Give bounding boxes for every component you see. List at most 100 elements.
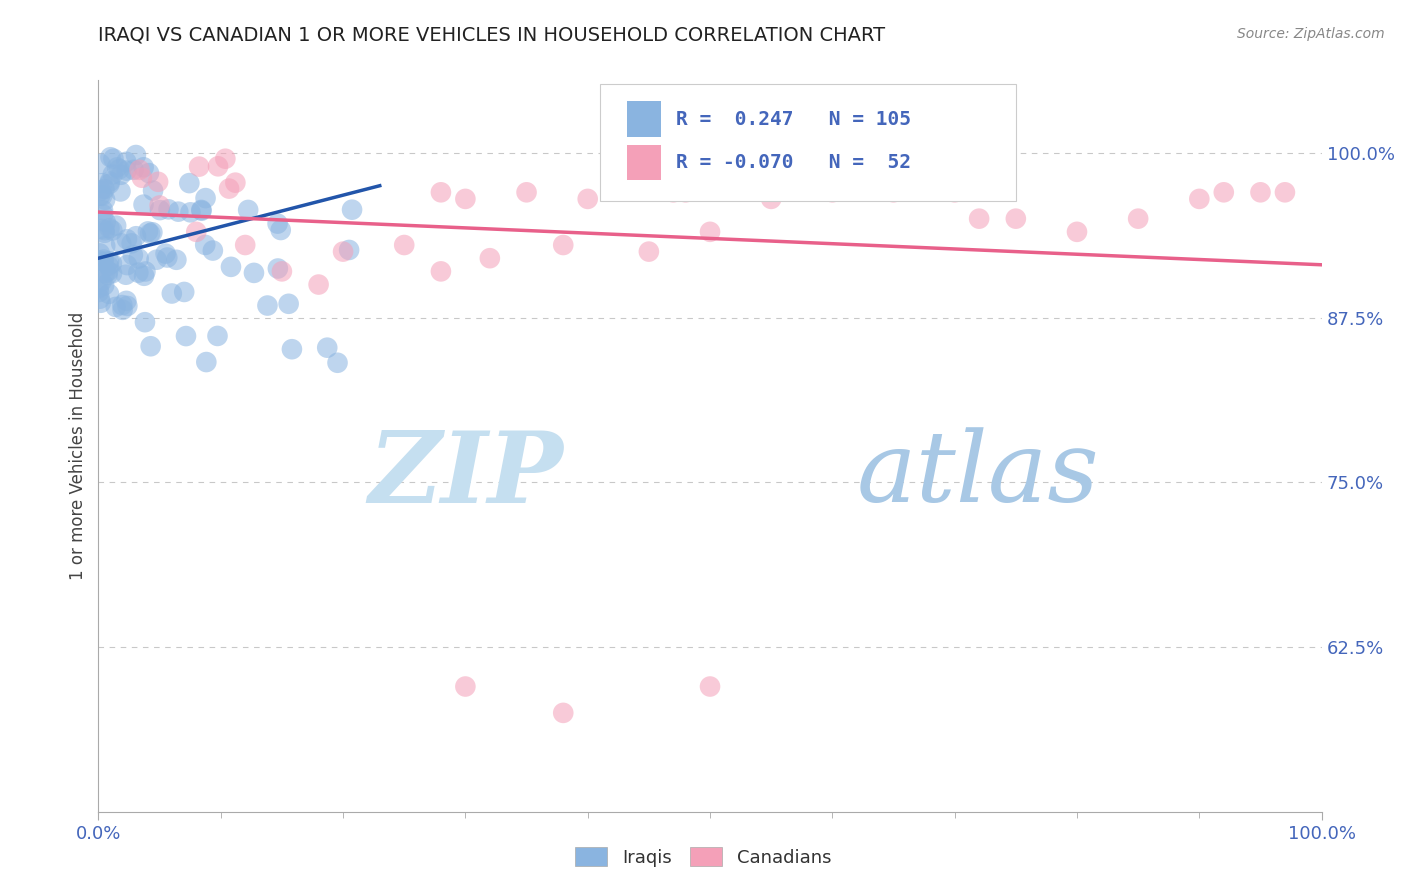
Point: [1274, 186, 1296, 200]
Point: [111, 302, 134, 317]
Point: [761, 192, 783, 206]
Point: [179, 176, 201, 190]
Point: [337, 243, 360, 257]
Point: [110, 236, 132, 251]
Point: [101, 266, 124, 280]
Point: [131, 170, 153, 185]
Point: [101, 168, 124, 182]
Point: [156, 251, 179, 265]
Point: [186, 225, 208, 239]
Point: [142, 184, 165, 198]
Text: ZIP: ZIP: [368, 427, 564, 524]
Point: [97, 259, 120, 273]
Point: [97, 268, 120, 282]
Point: [115, 258, 138, 272]
Point: [94, 239, 117, 253]
Point: [174, 329, 197, 343]
Point: [89, 157, 111, 171]
Point: [121, 248, 143, 262]
Point: [167, 204, 190, 219]
Point: [454, 680, 477, 694]
Point: [121, 236, 143, 251]
Point: [115, 268, 138, 282]
Point: [392, 238, 416, 252]
Point: [195, 355, 218, 369]
Bar: [627, 145, 661, 180]
Point: [277, 297, 299, 311]
Point: [115, 154, 138, 169]
Point: [430, 186, 453, 200]
Point: [87, 281, 110, 295]
Point: [93, 252, 115, 267]
Point: [101, 223, 124, 237]
Point: [224, 176, 246, 190]
Point: [136, 224, 159, 238]
Point: [93, 254, 115, 268]
Point: [117, 299, 139, 313]
Point: [821, 186, 844, 200]
Point: [97, 264, 120, 278]
Point: [108, 162, 131, 177]
Point: [132, 161, 155, 175]
Point: [1212, 186, 1234, 200]
Point: [139, 339, 162, 353]
Point: [179, 205, 201, 219]
Point: [883, 186, 905, 200]
Point: [326, 356, 349, 370]
Point: [515, 186, 537, 200]
Point: [97, 286, 120, 301]
Point: [214, 152, 236, 166]
Point: [233, 238, 256, 252]
Point: [1188, 192, 1211, 206]
Point: [340, 202, 363, 217]
Point: [105, 161, 128, 175]
Point: [553, 238, 575, 252]
Point: [194, 238, 217, 252]
Point: [93, 223, 115, 237]
Point: [89, 292, 111, 306]
Point: [266, 217, 288, 231]
Point: [90, 295, 112, 310]
Legend: Iraqis, Canadians: Iraqis, Canadians: [568, 840, 838, 874]
Point: [967, 211, 990, 226]
Point: [93, 278, 115, 293]
Text: IRAQI VS CANADIAN 1 OR MORE VEHICLES IN HOUSEHOLD CORRELATION CHART: IRAQI VS CANADIAN 1 OR MORE VEHICLES IN …: [98, 26, 886, 45]
Point: [194, 191, 217, 205]
Point: [943, 186, 966, 200]
Point: [110, 168, 132, 182]
Bar: [627, 102, 661, 136]
Point: [662, 186, 685, 200]
Point: [316, 341, 339, 355]
Point: [149, 203, 172, 218]
Point: [100, 150, 122, 164]
Point: [188, 160, 211, 174]
Point: [190, 203, 212, 218]
Point: [134, 315, 156, 329]
Text: Source: ZipAtlas.com: Source: ZipAtlas.com: [1237, 27, 1385, 41]
Point: [149, 198, 172, 212]
Y-axis label: 1 or more Vehicles in Household: 1 or more Vehicles in Household: [69, 312, 87, 580]
Point: [267, 261, 290, 276]
Point: [90, 184, 112, 198]
Point: [138, 166, 160, 180]
Point: [94, 215, 117, 229]
Point: [165, 252, 187, 267]
Point: [134, 264, 156, 278]
Point: [125, 229, 148, 244]
Point: [110, 185, 132, 199]
Point: [243, 266, 266, 280]
Text: R = -0.070   N =  52: R = -0.070 N = 52: [676, 153, 911, 172]
Point: [430, 264, 453, 278]
Point: [146, 175, 169, 189]
Point: [90, 274, 112, 288]
Point: [675, 186, 697, 200]
Point: [115, 293, 138, 308]
Point: [132, 268, 155, 283]
Text: R =  0.247   N = 105: R = 0.247 N = 105: [676, 110, 911, 128]
Point: [103, 152, 125, 166]
Point: [111, 298, 134, 312]
Point: [308, 277, 330, 292]
Point: [576, 192, 599, 206]
Point: [281, 342, 304, 356]
Point: [91, 207, 114, 221]
